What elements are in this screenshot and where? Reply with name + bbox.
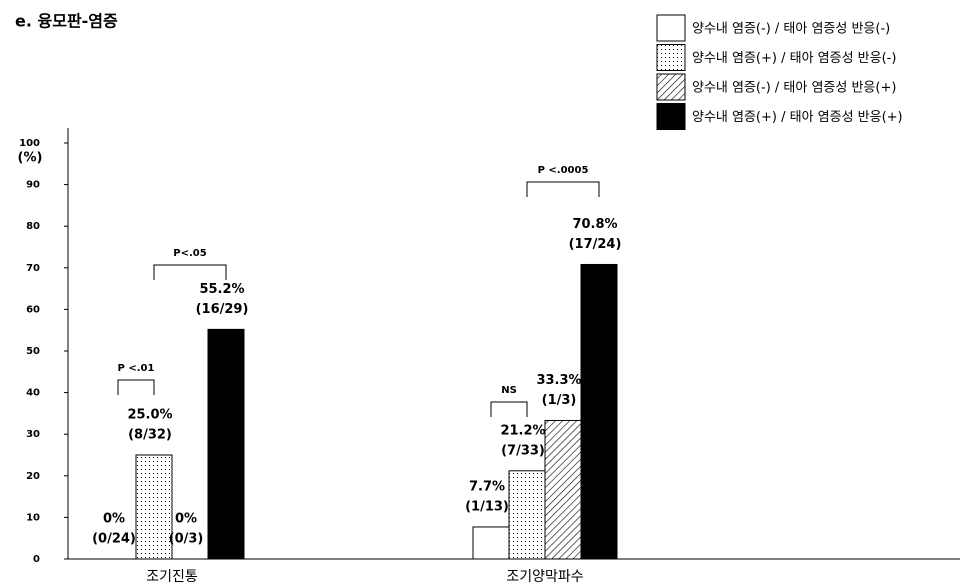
bar [472,526,510,560]
value-label: 70.8% [572,217,617,232]
bar [508,470,546,560]
legend-label: 양수내 염증(-) / 태아 염증성 반응(-) [692,22,890,37]
annotation: P<.05 [173,248,206,259]
bar [207,328,245,560]
bracket [117,379,155,395]
legend-label: 양수내 염증(-) / 태아 염증성 반응(+) [692,81,896,96]
value-count: (1/3) [542,393,577,408]
value-count: (0/3) [169,532,204,547]
y-tick-label: 60 [26,304,40,315]
legend-label: 양수내 염증(+) / 태아 염증성 반응(+) [692,110,903,125]
x-tick-label: 조기진통 [146,569,198,585]
y-tick-label: 90 [26,180,40,191]
legend-swatch [656,14,686,42]
annotation: P <.0005 [538,165,589,176]
bar [135,454,173,560]
y-tick-label: 0 [33,554,40,565]
y-axis-label: (%) [18,151,43,166]
value-count: (7/33) [501,443,545,458]
legend-swatch [656,73,686,101]
annotation: P <.01 [118,363,155,374]
value-label: 55.2% [199,282,244,297]
bracket [153,264,227,280]
bracket [490,401,528,417]
value-label: 25.0% [127,408,172,423]
y-tick-label: 80 [26,221,40,232]
value-count: (1/13) [465,499,509,514]
value-count: (0/24) [92,532,136,547]
value-count: (16/29) [196,302,249,317]
value-label: 0% [103,512,125,527]
value-label: 0% [175,512,197,527]
value-label: 7.7% [469,479,505,494]
legend-swatch [656,103,686,130]
legend-label: 양수내 염증(+) / 태아 염증성 반응(-) [692,51,896,66]
chart-title: e. 융모판-염증 [15,12,118,31]
value-label: 33.3% [536,373,581,388]
y-tick-label: 50 [26,346,40,357]
value-count: (17/24) [569,237,622,252]
value-count: (8/32) [128,428,172,443]
legend-swatch [656,44,686,71]
y-tick-label: 40 [26,388,40,399]
bracket [526,181,600,197]
y-tick-label: 30 [26,429,40,440]
y-tick-label: 10 [26,512,40,523]
y-tick-label: 70 [26,263,40,274]
x-tick-label: 조기양막파수 [506,569,583,585]
annotation: NS [501,385,517,396]
bar [580,263,618,560]
y-tick-label: 20 [26,471,40,482]
value-label: 21.2% [500,423,545,438]
y-tick-label: 100 [19,138,40,149]
bar [544,419,582,560]
